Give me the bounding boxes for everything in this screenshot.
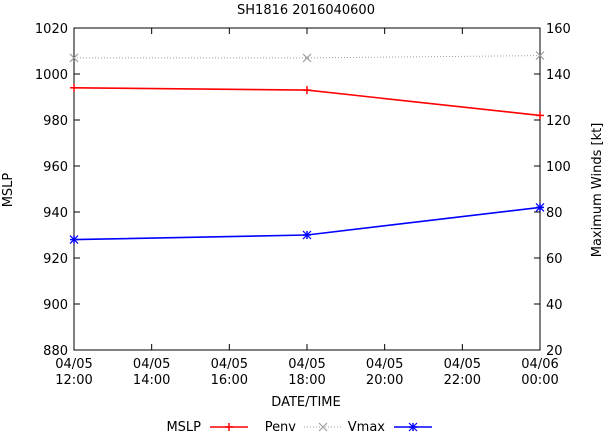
vmax-point [69, 235, 79, 245]
series-layer [69, 51, 545, 245]
y-tick-label: 1000 [35, 68, 68, 83]
x-tick-label-time: 12:00 [55, 373, 92, 388]
vmax-point [535, 202, 545, 212]
y2-tick-label: 20 [546, 344, 563, 359]
x-tick-label-date: 04/05 [55, 357, 92, 372]
y-tick-label: 960 [43, 160, 68, 175]
x-tick-label-date: 04/06 [521, 357, 558, 372]
x-tick-label-time: 00:00 [521, 373, 558, 388]
legend-label-vmax: Vmax [348, 420, 386, 432]
y-tick-label: 920 [43, 252, 68, 267]
y-tick-label: 940 [43, 206, 68, 221]
x-axis-label: DATE/TIME [271, 395, 340, 410]
y2-axis-label: Maximum Winds [kt] [590, 123, 605, 258]
legend-label-penv: Penv [265, 420, 297, 432]
y-tick-label: 900 [43, 298, 68, 313]
ticks-layer: 880 900 920 940 960 980 1000 1020 20 40 60 80 100 120… [35, 22, 571, 388]
y-tick-label: 980 [43, 114, 68, 129]
y2-tick-label: 80 [546, 206, 563, 221]
legend-marker-penv [318, 422, 328, 432]
y-tick-label: 880 [43, 344, 68, 359]
x-tick-label-date: 04/05 [288, 357, 325, 372]
y-tick-label: 1020 [35, 22, 68, 37]
penv-series [69, 51, 545, 63]
x-tick-label-time: 20:00 [366, 373, 403, 388]
x-tick-label-date: 04/05 [444, 357, 481, 372]
plot-frame [73, 27, 541, 351]
legend-marker-vmax [408, 422, 418, 432]
y-axis-label: MSLP [1, 173, 16, 208]
y2-tick-label: 40 [546, 298, 563, 313]
x-tick-label-date: 04/05 [211, 357, 248, 372]
vmax-series [69, 202, 545, 245]
penv-point [302, 53, 312, 63]
y2-tick-label: 100 [546, 160, 571, 175]
x-tick-label-time: 22:00 [444, 373, 481, 388]
x-tick-label-date: 04/05 [133, 357, 170, 372]
y2-tick-label: 140 [546, 68, 571, 83]
x-tick-label-time: 14:00 [133, 373, 170, 388]
y2-tick-label: 160 [546, 22, 571, 37]
penv-point [69, 53, 79, 63]
vmax-point [302, 230, 312, 240]
chart-title: SH1816 2016040600 [237, 3, 375, 18]
penv-point [535, 51, 545, 61]
y2-tick-label: 120 [546, 114, 571, 129]
x-tick-label-time: 16:00 [211, 373, 248, 388]
x-tick-label-date: 04/05 [366, 357, 403, 372]
y2-tick-label: 60 [546, 252, 563, 267]
mslp-series [70, 83, 544, 120]
legend-label-mslp: MSLP [166, 420, 201, 432]
legend: MSLP Penv Vmax [166, 420, 432, 432]
x-tick-label-time: 18:00 [288, 373, 325, 388]
